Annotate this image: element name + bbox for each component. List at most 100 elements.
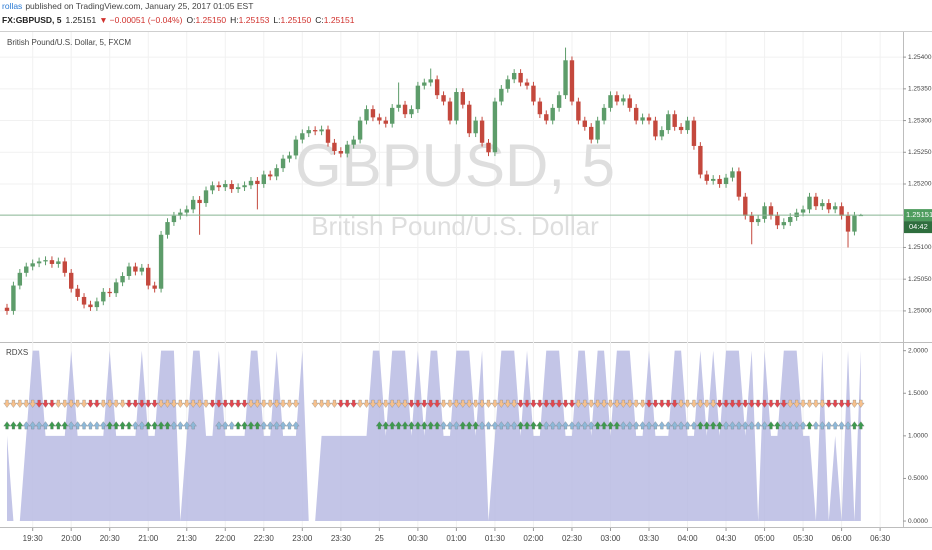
signal-arrow	[523, 421, 531, 430]
ohlc-value: 1.25150	[195, 15, 226, 25]
signal-arrow	[818, 399, 826, 408]
signal-arrow	[330, 399, 339, 408]
signal-arrow	[767, 399, 775, 408]
countdown-label: 04:42	[909, 222, 928, 231]
signal-arrow	[812, 421, 820, 430]
signal-arrow	[439, 421, 448, 430]
candle-body	[345, 144, 350, 154]
signal-arrow	[741, 421, 749, 430]
candle-body	[357, 120, 363, 140]
signal-arrow	[529, 421, 538, 430]
candle-body	[601, 107, 607, 121]
candle-body	[390, 107, 395, 124]
signal-arrow	[151, 421, 159, 430]
signal-arrow	[215, 399, 223, 408]
signal-arrow	[208, 399, 217, 408]
signal-arrow	[780, 399, 788, 408]
candle-body	[544, 114, 549, 121]
signal-arrow	[735, 421, 743, 430]
candle-body	[723, 177, 729, 185]
candle-body	[94, 301, 100, 308]
signal-arrow	[228, 399, 236, 408]
signal-arrow	[645, 399, 653, 408]
signal-arrow	[433, 421, 441, 430]
candle-body	[139, 267, 145, 272]
signal-arrow	[838, 421, 846, 430]
signal-arrow	[805, 399, 814, 408]
candle-body	[511, 72, 517, 80]
signal-arrow	[478, 399, 486, 408]
ohlc-value: 1.25151	[324, 15, 355, 25]
signal-arrow	[741, 399, 749, 408]
signal-arrow	[35, 399, 43, 408]
candle-body	[743, 196, 748, 216]
y-tick-label: 1.25400	[908, 54, 932, 61]
signal-arrow	[112, 421, 120, 430]
signal-arrow	[414, 421, 422, 430]
signal-arrow	[401, 399, 409, 408]
signal-arrow	[176, 399, 184, 408]
signal-arrow	[600, 399, 608, 408]
price: 1.25151	[66, 15, 97, 25]
signal-arrow	[54, 399, 62, 408]
signal-arrow	[722, 421, 730, 430]
ohlc-label: C:	[315, 15, 324, 25]
x-tick-label: 22:30	[254, 534, 275, 543]
signal-arrow	[420, 421, 428, 430]
candle-body	[409, 109, 414, 115]
signal-arrow	[170, 399, 178, 408]
signal-arrow	[491, 399, 499, 408]
candle-body	[62, 261, 67, 273]
signal-arrow	[157, 399, 165, 408]
signal-arrow	[850, 421, 859, 430]
x-tick-label: 19:30	[23, 534, 44, 543]
signal-arrow	[844, 421, 852, 430]
candle-body	[666, 114, 671, 131]
signal-arrow	[825, 421, 833, 430]
signal-arrow	[138, 421, 146, 430]
candle-body	[56, 261, 61, 264]
candle-body	[338, 151, 344, 154]
signal-arrow	[234, 399, 242, 408]
signal-arrow	[561, 399, 570, 408]
x-tick-label: 22:00	[215, 534, 236, 543]
candle-body	[614, 95, 620, 102]
signal-arrow	[86, 421, 95, 430]
signal-arrow	[581, 421, 589, 430]
candle-body	[441, 95, 446, 102]
signal-arrow	[183, 399, 191, 408]
signal-arrow	[574, 399, 582, 408]
author[interactable]: rollas	[2, 1, 22, 11]
x-tick-label: 02:30	[562, 534, 583, 543]
candle-body	[197, 199, 202, 204]
signal-arrow	[664, 421, 672, 430]
signal-arrow	[555, 399, 563, 408]
candle-body	[454, 92, 459, 121]
candle-body	[396, 104, 401, 108]
x-tick-label: 20:00	[61, 534, 82, 543]
candle-body	[30, 263, 35, 267]
x-tick-label: 04:00	[678, 534, 699, 543]
publish-line: rollas published on TradingView.com, Janu…	[2, 1, 253, 11]
signal-arrow	[22, 421, 30, 430]
candle-body	[364, 109, 369, 121]
candle-body	[582, 120, 587, 127]
signal-arrow	[382, 399, 390, 408]
signal-arrow	[285, 421, 294, 430]
candle-body	[576, 101, 581, 121]
signal-arrow	[600, 421, 608, 430]
signal-arrow	[446, 421, 454, 430]
candle-body	[120, 276, 125, 283]
ohlc-label: L:	[273, 15, 280, 25]
signal-arrow	[812, 399, 820, 408]
candle-body	[621, 98, 626, 102]
signal-arrow	[247, 421, 255, 430]
candle-body	[640, 117, 645, 121]
signal-arrow	[433, 399, 441, 408]
x-tick-label: 06:00	[832, 534, 853, 543]
signal-arrow	[369, 399, 377, 408]
x-tick-label: 23:30	[331, 534, 352, 543]
candle-body	[518, 72, 523, 83]
candle-body	[107, 291, 112, 294]
signal-arrow	[388, 399, 396, 408]
